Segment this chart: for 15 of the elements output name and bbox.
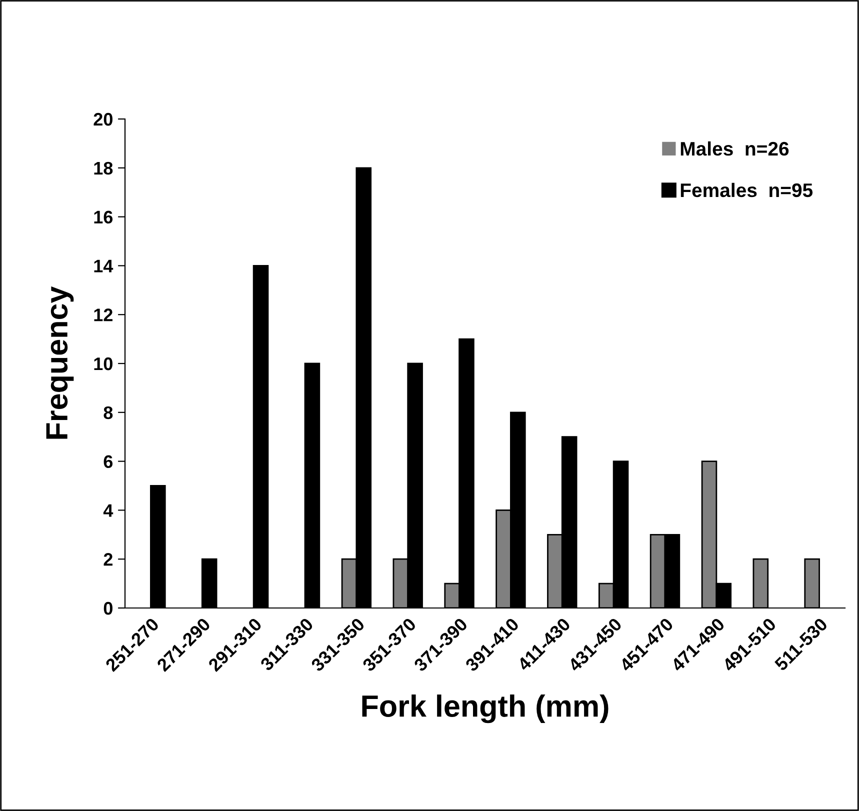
y-tick-label: 2	[104, 553, 112, 566]
y-tick-label: 14	[94, 260, 114, 272]
x-axis-title: Fork length (mm)	[362, 694, 608, 724]
y-tick-label: 8	[104, 406, 113, 420]
y-tick-label: 12	[94, 308, 112, 322]
y-tick-label: 18	[94, 162, 113, 175]
y-tick-label: 0	[104, 602, 112, 615]
legend-label: Males n=26	[680, 141, 789, 156]
y-tick-label: 6	[104, 455, 113, 468]
y-tick-label: 4	[103, 504, 114, 517]
y-tick-label: 20	[94, 112, 112, 126]
y-tick-label: 10	[94, 357, 112, 370]
y-tick-label: 16	[94, 210, 113, 224]
y-axis-title: Frequency	[46, 286, 74, 439]
legend-label: Females n=95	[680, 182, 813, 198]
